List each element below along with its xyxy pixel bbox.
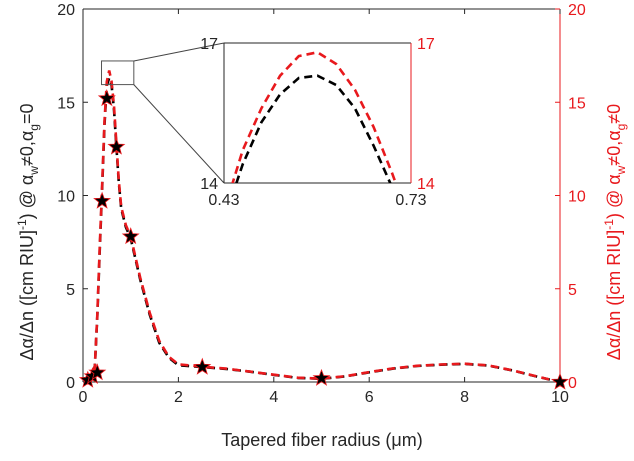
y-tick-label-right: 5 [568,282,577,299]
y-tick-label-right: 0 [568,375,577,392]
y-tick-label-left: 0 [66,375,75,392]
zoom-box [101,60,135,86]
y-tick-label-right: 20 [568,2,586,19]
data-point-marker [314,371,329,385]
marker-layer [78,89,569,390]
y-tick-label-left: 15 [57,95,75,112]
y-tick-label-left: 10 [57,189,75,206]
zoom-connector-top [133,42,225,62]
y-tick-label-left: 20 [57,2,75,19]
y-tick-label-right: 15 [568,95,586,112]
inset-y-tick-label-bottom-left: 14 [200,176,218,193]
zoom-connector-bottom [133,84,225,184]
x-tick-label: 10 [551,389,569,406]
data-point-marker [95,193,109,207]
y-axis-title-right: Δα/Δn ([cm RIU]-1) @ αw≠0,αg≠0 [602,104,628,360]
data-point-marker [90,365,105,379]
x-tick-label: 0 [79,389,88,406]
data-point-marker [553,374,567,388]
data-point-marker [109,139,124,153]
inset-y-tick-label-bottom-right: 14 [417,176,435,193]
series-line-red [87,70,561,384]
x-tick-label: 6 [365,389,374,406]
y-axis-title-left: Δα/Δn ([cm RIU]-1) @ αw≠0,αg=0 [15,103,41,360]
inset-series-black [235,74,392,183]
inset-x-tick-label-left: 0.43 [208,192,239,209]
inset-x-tick-label-right: 0.73 [395,192,426,209]
y-tick-label-left: 5 [66,282,75,299]
y-tick-label-right: 10 [568,189,586,206]
x-tick-label: 2 [174,389,183,406]
inset-series-red [231,50,398,183]
data-point-marker [195,359,210,373]
zoom-indicator [101,42,225,184]
data-point-marker [123,229,138,243]
x-tick-label: 8 [460,389,469,406]
series-layer [87,70,561,384]
data-point-marker [100,91,114,105]
x-tick-label: 4 [269,389,278,406]
inset-y-tick-label-top-left: 17 [200,36,218,53]
x-axis-title: Tapered fiber radius (μm) [221,430,422,450]
inset-background [224,43,411,183]
inset-y-tick-label-top-right: 17 [417,36,435,53]
